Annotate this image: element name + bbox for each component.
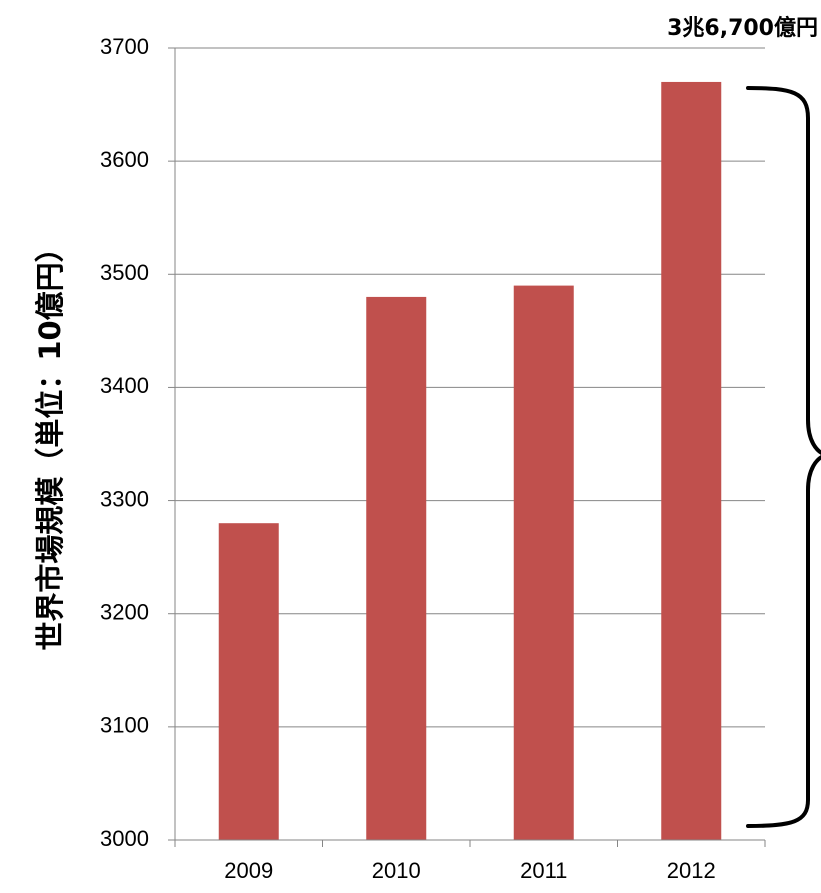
y-tick-label: 3200 [100,600,149,625]
bar-2012 [661,81,722,840]
bars [218,81,722,841]
y-tick-label: 3500 [100,260,149,285]
x-tick-label: 2011 [520,858,567,883]
y-tick-label: 3100 [100,713,149,738]
y-tick-label: 3600 [100,147,149,172]
y-tick-label: 3300 [100,486,149,511]
y-tick-label: 3700 [100,34,149,59]
bar-2011 [513,285,574,841]
y-tick-label: 3000 [100,826,149,851]
x-tick-label: 2010 [372,858,421,883]
x-tick-label: 2009 [224,858,273,883]
bar-2009 [218,523,279,840]
curly-brace [746,86,821,828]
x-tick-label: 2012 [667,858,716,883]
total-annotation: 3兆6,700億円 [667,15,818,41]
x-tick-labels: 2009 2010 2011 2012 [224,858,715,883]
axes [168,47,766,847]
y-tick-labels: 3000 3100 3200 3300 3400 3500 3600 3700 [100,34,149,851]
bar-2010 [366,296,427,840]
y-axis-label: 世界市場規模（単位：10億円） [33,233,67,650]
y-tick-label: 3400 [100,373,149,398]
